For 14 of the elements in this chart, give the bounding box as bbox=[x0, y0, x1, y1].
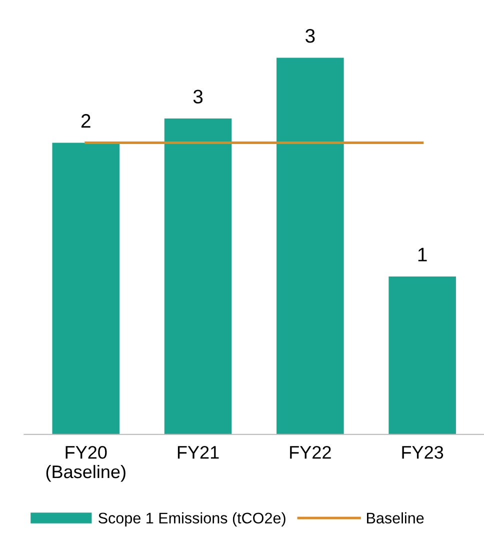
bar bbox=[164, 118, 232, 434]
bar bbox=[52, 142, 120, 434]
x-tick-label: FY23 bbox=[402, 446, 444, 459]
data-label: 3 bbox=[193, 90, 203, 104]
x-tick-label: FY21 bbox=[178, 446, 219, 459]
legend-label: Scope 1 Emissions (tCO2e) bbox=[98, 512, 286, 527]
data-label: 2 bbox=[81, 114, 90, 128]
bar bbox=[388, 276, 456, 434]
legend-label: Baseline bbox=[367, 512, 424, 524]
data-label: 1 bbox=[418, 248, 427, 262]
x-tick-label: FY20 (Baseline) bbox=[46, 446, 126, 482]
data-label: 3 bbox=[306, 29, 315, 43]
x-tick-label: FY22 bbox=[290, 446, 331, 459]
bar bbox=[276, 58, 344, 434]
